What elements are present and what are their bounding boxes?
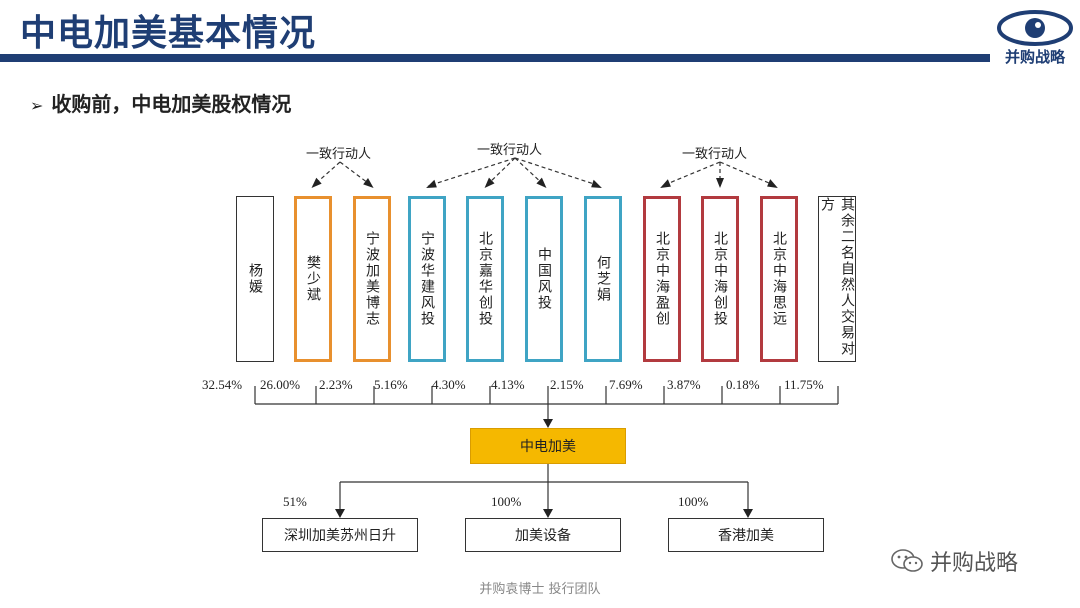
bullet-arrow-icon: ➢ xyxy=(30,96,44,115)
subsidiary-arrow-head xyxy=(335,509,345,518)
watermark-text: 并购战略 xyxy=(930,551,1019,576)
shareholder-box: 北京中海创投 xyxy=(701,196,739,362)
shareholder-box: 北京中海盈创 xyxy=(643,196,681,362)
shareholding-percentage: 7.69% xyxy=(609,377,643,392)
dashed-arrow-head xyxy=(484,177,495,188)
company-arrow-head xyxy=(543,419,553,428)
wechat-watermark: 并购战略 xyxy=(890,545,1018,577)
subsidiary-arrow-head xyxy=(543,509,553,518)
dashed-arrow-head xyxy=(767,179,778,188)
shareholder-name: 中国风投 xyxy=(536,247,552,311)
shareholding-percentage: 5.16% xyxy=(374,377,408,392)
subsidiary-arrow-head xyxy=(743,509,753,518)
shareholding-percentage: 2.15% xyxy=(550,377,584,392)
shareholder-name: 其余二名自然人交易对方 xyxy=(819,197,855,357)
page-title: 中电加美基本情况 xyxy=(20,13,317,54)
shareholder-box: 北京中海思远 xyxy=(760,196,798,362)
shareholding-percentage: 32.54% xyxy=(202,377,243,392)
concert-party-dashed-arrow xyxy=(427,157,516,187)
concert-party-dashed-arrow xyxy=(661,161,721,187)
section-heading-text: 收购前，中电加美股权情况 xyxy=(51,92,292,116)
subsidiary-box: 香港加美 xyxy=(668,518,824,552)
shareholding-percentage: 11.75% xyxy=(784,377,824,392)
concert-party-label: 一致行动人 xyxy=(306,147,372,162)
shareholding-percentage: 4.30% xyxy=(432,377,466,392)
shareholder-box: 樊少斌 xyxy=(294,196,332,362)
dashed-arrow-head xyxy=(426,179,437,188)
dashed-arrow-head xyxy=(660,179,671,188)
shareholding-percentage: 3.87% xyxy=(667,377,701,392)
shareholder-box: 中国风投 xyxy=(525,196,563,362)
concert-party-label: 一致行动人 xyxy=(682,147,748,162)
dashed-arrow-head xyxy=(311,177,322,188)
concert-party-dashed-arrow xyxy=(514,157,601,187)
subsidiary-percentage: 51% xyxy=(283,494,307,509)
shareholder-name: 樊少斌 xyxy=(305,255,321,303)
subsidiary-box: 深圳加美苏州日升 xyxy=(262,518,418,552)
shareholder-name: 北京中海盈创 xyxy=(654,231,670,327)
shareholder-name: 杨媛 xyxy=(247,263,263,295)
section-heading: ➢ 收购前，中电加美股权情况 xyxy=(30,88,291,117)
dashed-arrow-head xyxy=(716,178,724,188)
dashed-arrow-head xyxy=(536,177,547,188)
shareholder-name: 何芝娟 xyxy=(595,255,611,303)
concert-party-dashed-arrow xyxy=(719,161,777,187)
dashed-arrow-head xyxy=(591,179,602,188)
dashed-arrow-head xyxy=(363,178,374,188)
shareholding-percentage: 26.00% xyxy=(260,377,301,392)
shareholder-box: 北京嘉华创投 xyxy=(466,196,504,362)
shareholder-name: 北京中海思远 xyxy=(771,231,787,327)
subsidiary-percentage: 100% xyxy=(678,494,709,509)
shareholder-name: 北京中海创投 xyxy=(712,231,728,327)
footer-credit: 并购袁博士 投行团队 xyxy=(479,582,601,597)
subsidiary-percentage: 100% xyxy=(491,494,522,509)
shareholder-box: 杨媛 xyxy=(236,196,274,362)
shareholding-percentage: 2.23% xyxy=(319,377,353,392)
shareholder-name: 宁波华建风投 xyxy=(419,231,435,327)
shareholding-percentage: 0.18% xyxy=(726,377,760,392)
wechat-icon xyxy=(891,549,923,572)
subsidiary-box: 加美设备 xyxy=(465,518,621,552)
shareholder-name: 北京嘉华创投 xyxy=(477,231,493,327)
shareholder-box: 何芝娟 xyxy=(584,196,622,362)
company-box-zhongdian-jiamei: 中电加美 xyxy=(470,428,626,464)
title-divider xyxy=(0,54,990,62)
shareholder-box: 宁波加美博志 xyxy=(353,196,391,362)
shareholder-box: 宁波华建风投 xyxy=(408,196,446,362)
logo-text: 并购战略 xyxy=(1004,48,1065,66)
shareholder-box: 其余二名自然人交易对方 xyxy=(818,196,856,362)
shareholder-name: 宁波加美博志 xyxy=(364,231,380,327)
shareholding-percentage: 4.13% xyxy=(491,377,525,392)
eye-logo-icon xyxy=(997,10,1073,46)
concert-party-label: 一致行动人 xyxy=(477,143,543,158)
